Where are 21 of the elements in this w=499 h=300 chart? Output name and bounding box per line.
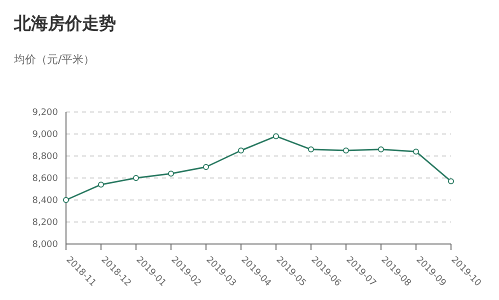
point [238, 148, 244, 154]
point [448, 178, 454, 184]
y-tick-label: 8,800 [32, 152, 58, 162]
point [98, 182, 104, 188]
point [308, 146, 314, 152]
point [203, 164, 209, 170]
point [273, 133, 279, 140]
y-tick-label: 8,400 [32, 196, 58, 206]
y-tick-label: 8,200 [32, 218, 58, 228]
y-tick-label: 9,000 [32, 130, 58, 140]
y-tick-label: 8,600 [32, 174, 58, 184]
point [413, 148, 419, 155]
point [63, 197, 69, 203]
y-tick-label: 8,000 [32, 240, 58, 250]
point [343, 148, 349, 154]
point [378, 146, 384, 152]
point [168, 170, 174, 177]
y-tick-label: 9,200 [32, 108, 58, 118]
point [133, 175, 139, 181]
chart-title: 北海房价走势 [14, 13, 116, 35]
y-axis-title: 均价（元/平米） [14, 52, 95, 67]
